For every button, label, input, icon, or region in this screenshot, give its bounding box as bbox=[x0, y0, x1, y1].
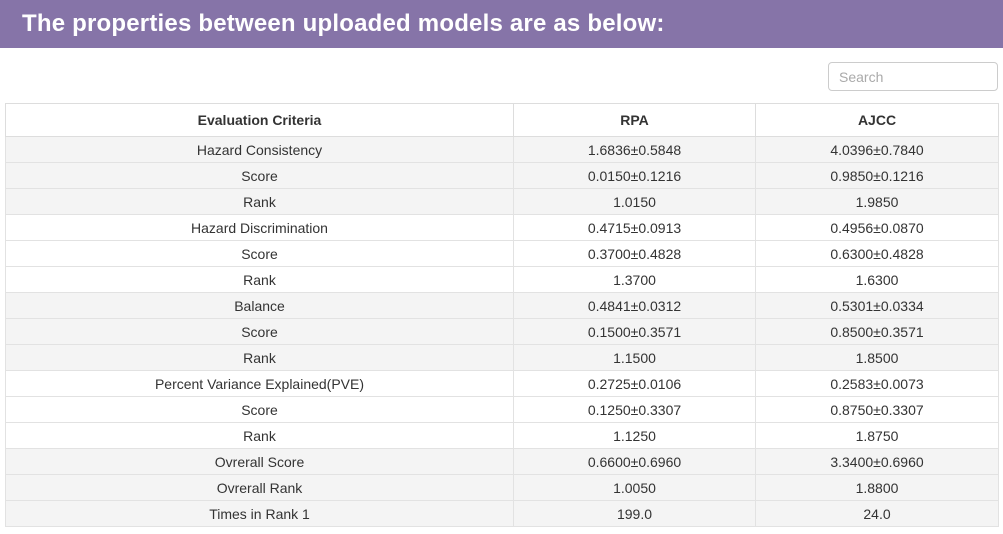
criteria-cell: Times in Rank 1 bbox=[5, 500, 514, 527]
ajcc-cell: 1.6300 bbox=[755, 266, 999, 293]
rpa-cell: 1.1250 bbox=[513, 422, 756, 449]
criteria-cell: Rank bbox=[5, 266, 514, 293]
criteria-cell: Rank bbox=[5, 344, 514, 371]
rpa-cell: 0.1500±0.3571 bbox=[513, 318, 756, 345]
table-row: Hazard Consistency 1.6836±0.5848 4.0396±0.… bbox=[5, 136, 999, 163]
page-header: The properties between uploaded models a… bbox=[0, 0, 1003, 48]
ajcc-cell: 0.6300±0.4828 bbox=[755, 240, 999, 267]
criteria-cell: Ovrerall Rank bbox=[5, 474, 514, 501]
criteria-cell: Score bbox=[5, 162, 514, 189]
ajcc-cell: 0.5301±0.0334 bbox=[755, 292, 999, 319]
table-row: Score 0.1250±0.3307 0.8750±0.3307 bbox=[5, 396, 999, 423]
table-row: Hazard Discrimination 0.4715±0.0913 0.4956… bbox=[5, 214, 999, 241]
column-header-ajcc: AJCC bbox=[755, 103, 999, 137]
ajcc-cell: 0.4956±0.0870 bbox=[755, 214, 999, 241]
rpa-cell: 199.0 bbox=[513, 500, 756, 527]
ajcc-cell: 0.2583±0.0073 bbox=[755, 370, 999, 397]
ajcc-cell: 0.8500±0.3571 bbox=[755, 318, 999, 345]
table-body: Hazard Consistency 1.6836±0.5848 4.0396±0.… bbox=[5, 136, 999, 527]
table-row: Score 0.0150±0.1216 0.9850±0.1216 bbox=[5, 162, 999, 189]
ajcc-cell: 1.8800 bbox=[755, 474, 999, 501]
column-header-evaluation-criteria: Evaluation Criteria bbox=[5, 103, 514, 137]
criteria-cell: Score bbox=[5, 240, 514, 267]
table-row: Rank 1.1500 1.8500 bbox=[5, 344, 999, 371]
table-row: Ovrerall Rank 1.0050 1.8800 bbox=[5, 474, 999, 501]
ajcc-cell: 0.8750±0.3307 bbox=[755, 396, 999, 423]
ajcc-cell: 4.0396±0.7840 bbox=[755, 136, 999, 163]
rpa-cell: 0.3700±0.4828 bbox=[513, 240, 756, 267]
table-row: Percent Variance Explained(PVE) 0.2725±0.… bbox=[5, 370, 999, 397]
page-title: The properties between uploaded models a… bbox=[22, 10, 665, 37]
rpa-cell: 1.1500 bbox=[513, 344, 756, 371]
table-row: Score 0.1500±0.3571 0.8500±0.3571 bbox=[5, 318, 999, 345]
ajcc-cell: 1.8500 bbox=[755, 344, 999, 371]
table-row: Times in Rank 1 199.0 24.0 bbox=[5, 500, 999, 527]
search-input[interactable] bbox=[828, 62, 998, 91]
rpa-cell: 0.4841±0.0312 bbox=[513, 292, 756, 319]
rpa-cell: 0.1250±0.3307 bbox=[513, 396, 756, 423]
criteria-cell: Percent Variance Explained(PVE) bbox=[5, 370, 514, 397]
rpa-cell: 0.2725±0.0106 bbox=[513, 370, 756, 397]
rpa-cell: 0.4715±0.0913 bbox=[513, 214, 756, 241]
criteria-cell: Rank bbox=[5, 422, 514, 449]
criteria-cell: Balance bbox=[5, 292, 514, 319]
rpa-cell: 0.0150±0.1216 bbox=[513, 162, 756, 189]
table-row: Ovrerall Score 0.6600±0.6960 3.3400±0.6960 bbox=[5, 448, 999, 475]
ajcc-cell: 24.0 bbox=[755, 500, 999, 527]
criteria-cell: Rank bbox=[5, 188, 514, 215]
ajcc-cell: 1.8750 bbox=[755, 422, 999, 449]
criteria-cell: Hazard Discrimination bbox=[5, 214, 514, 241]
criteria-cell: Ovrerall Score bbox=[5, 448, 514, 475]
toolbar bbox=[0, 62, 998, 91]
table-row: Balance 0.4841±0.0312 0.5301±0.0334 bbox=[5, 292, 999, 319]
column-header-rpa: RPA bbox=[513, 103, 756, 137]
criteria-cell: Score bbox=[5, 318, 514, 345]
table-row: Score 0.3700±0.4828 0.6300±0.4828 bbox=[5, 240, 999, 267]
ajcc-cell: 3.3400±0.6960 bbox=[755, 448, 999, 475]
rpa-cell: 1.0050 bbox=[513, 474, 756, 501]
ajcc-cell: 0.9850±0.1216 bbox=[755, 162, 999, 189]
criteria-cell: Score bbox=[5, 396, 514, 423]
table-row: Rank 1.3700 1.6300 bbox=[5, 266, 999, 293]
rpa-cell: 1.3700 bbox=[513, 266, 756, 293]
table-row: Rank 1.0150 1.9850 bbox=[5, 188, 999, 215]
table-row: Rank 1.1250 1.8750 bbox=[5, 422, 999, 449]
rpa-cell: 1.0150 bbox=[513, 188, 756, 215]
table-header-row: Evaluation Criteria RPA AJCC bbox=[5, 103, 999, 137]
rpa-cell: 0.6600±0.6960 bbox=[513, 448, 756, 475]
rpa-cell: 1.6836±0.5848 bbox=[513, 136, 756, 163]
ajcc-cell: 1.9850 bbox=[755, 188, 999, 215]
criteria-cell: Hazard Consistency bbox=[5, 136, 514, 163]
model-properties-table: Evaluation Criteria RPA AJCC Hazard Cons… bbox=[5, 103, 999, 527]
